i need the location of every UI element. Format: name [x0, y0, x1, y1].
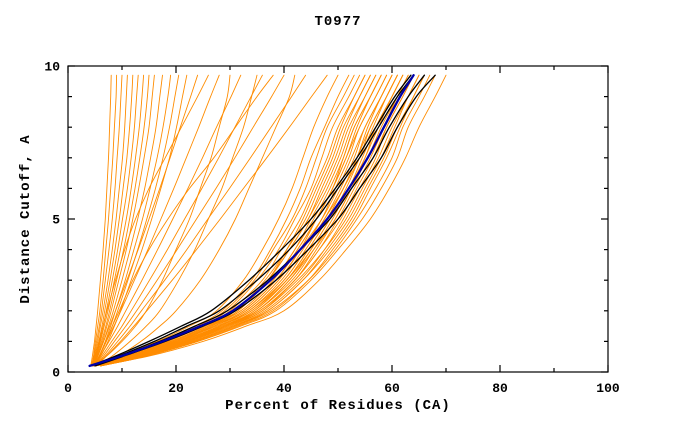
model-curve-o: [91, 74, 139, 367]
axis-ticks: [67, 65, 609, 373]
model-curve-o: [91, 74, 134, 367]
x-tick-label: 100: [596, 381, 620, 396]
model-curve-o: [94, 74, 415, 367]
model-curve-o: [94, 74, 409, 367]
model-curve-o: [89, 74, 296, 367]
model-curve-o: [92, 74, 163, 367]
model-curve-o: [90, 74, 112, 367]
model-curve-o: [94, 74, 274, 367]
model-curve-o: [95, 74, 307, 367]
model-curve-o: [95, 74, 285, 367]
chart-title: T0977: [314, 14, 362, 30]
model-curve-o: [92, 74, 172, 367]
y-tick-label: 0: [52, 366, 60, 381]
y-tick-label: 5: [52, 213, 60, 228]
model-curve-o: [94, 74, 242, 367]
y-axis-label: Distance Cutoff, A: [18, 134, 34, 304]
model-curve-o: [96, 74, 328, 367]
model-curve-o: [89, 74, 231, 367]
model-curve-o: [90, 74, 123, 367]
model-curve-o: [91, 74, 128, 367]
model-curve-o: [90, 74, 118, 367]
model-curve-k: [88, 74, 412, 367]
x-tick-label: 60: [384, 381, 400, 396]
x-tick-label: 20: [168, 381, 184, 396]
model-curve-o: [92, 74, 155, 367]
x-tick-label: 0: [64, 381, 72, 396]
model-curve-b: [88, 74, 415, 368]
model-curve-o: [94, 74, 258, 367]
model-curve-o: [93, 74, 180, 367]
x-axis-label: Percent of Residues (CA): [225, 398, 451, 414]
model-curve-o: [92, 74, 150, 367]
tick-labels: 0 20 40 60 80 100 0 5 10: [44, 60, 620, 397]
model-curves: [88, 74, 447, 368]
model-curve-o: [94, 74, 371, 367]
model-curve-o: [93, 74, 188, 367]
model-curve-k: [88, 74, 415, 367]
x-tick-label: 80: [492, 381, 508, 396]
model-curve-o: [99, 74, 425, 367]
model-curve-o: [94, 74, 447, 367]
model-curve-o: [91, 74, 145, 367]
model-curve-o: [94, 74, 339, 367]
model-curve-o: [91, 74, 209, 367]
model-curve-o: [99, 74, 436, 367]
y-tick-label: 10: [44, 60, 60, 75]
model-curve-o: [94, 74, 431, 367]
x-tick-label: 40: [276, 381, 292, 396]
model-curve-o: [94, 74, 420, 367]
